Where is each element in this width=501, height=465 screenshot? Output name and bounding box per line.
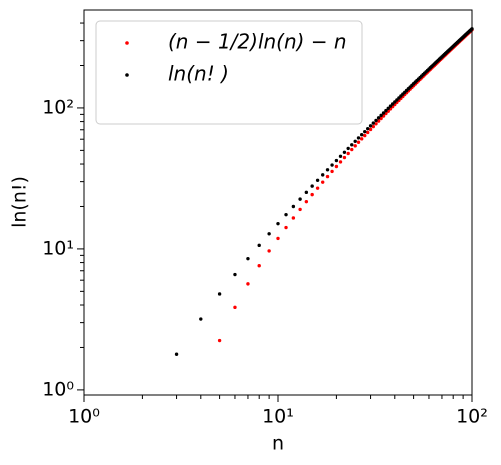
- point: [321, 180, 325, 184]
- point: [304, 190, 309, 195]
- point: [338, 154, 343, 159]
- point: [376, 116, 381, 120]
- point: [174, 352, 179, 356]
- legend-label: (n − 1/2)ln(n) − n: [168, 30, 347, 54]
- point: [310, 184, 314, 188]
- point: [390, 102, 395, 106]
- point: [368, 124, 373, 128]
- point: [371, 121, 376, 125]
- point: [359, 133, 364, 137]
- point: [353, 144, 357, 148]
- x-tick-label: 10²: [456, 406, 488, 428]
- point: [374, 122, 378, 126]
- point: [246, 256, 250, 261]
- point: [342, 150, 347, 154]
- legend-marker: [125, 73, 129, 77]
- point: [217, 338, 222, 343]
- point: [371, 124, 376, 129]
- x-tick-label: 10⁰: [68, 406, 100, 428]
- point: [366, 130, 370, 135]
- marks: [174, 27, 474, 356]
- point: [199, 317, 203, 321]
- point: [346, 146, 350, 151]
- point: [315, 178, 320, 182]
- point: [291, 216, 296, 220]
- point: [363, 129, 367, 134]
- point: [284, 225, 288, 230]
- y-tick-label: 10⁰: [42, 378, 74, 400]
- point: [276, 221, 280, 226]
- y-tick-label: 10¹: [42, 237, 74, 259]
- point: [386, 106, 390, 111]
- legend-box: [95, 20, 363, 125]
- point: [363, 133, 367, 138]
- point: [233, 305, 237, 310]
- point: [276, 236, 280, 241]
- point: [350, 147, 354, 152]
- point: [304, 199, 309, 204]
- point: [310, 192, 314, 197]
- point: [342, 155, 347, 160]
- point: [217, 292, 222, 296]
- point: [381, 111, 386, 115]
- point: [334, 164, 339, 169]
- point: [393, 100, 397, 104]
- point: [257, 243, 261, 248]
- point: [267, 249, 271, 253]
- point: [321, 173, 325, 177]
- point: [366, 126, 370, 131]
- point: [388, 104, 393, 108]
- point: [330, 169, 334, 174]
- point: [374, 118, 378, 123]
- point: [325, 168, 330, 172]
- point: [315, 186, 320, 190]
- point: [246, 282, 250, 286]
- point: [356, 140, 361, 144]
- legend-marker: [125, 41, 129, 45]
- point: [338, 160, 343, 164]
- point: [334, 158, 339, 163]
- point: [346, 151, 350, 156]
- point: [379, 113, 383, 118]
- point: [376, 119, 381, 123]
- point: [284, 212, 288, 217]
- point: [368, 127, 373, 132]
- point: [356, 136, 361, 140]
- legend: (n − 1/2)ln(n) − n ln(n! ): [95, 20, 363, 125]
- point: [330, 163, 334, 167]
- legend-label: ln(n! ): [168, 62, 229, 86]
- y-tick-label: 10²: [42, 96, 74, 118]
- point: [384, 108, 388, 113]
- x-axis-label: n: [272, 433, 284, 455]
- point: [350, 143, 354, 147]
- point: [233, 272, 237, 277]
- point: [298, 197, 302, 201]
- point: [298, 207, 302, 212]
- y-axis-label: ln(n!): [9, 176, 31, 228]
- point: [267, 232, 271, 236]
- point: [325, 174, 330, 179]
- point: [359, 137, 364, 141]
- point: [291, 204, 296, 209]
- point: [353, 139, 357, 143]
- point: [257, 264, 261, 268]
- x-tick-label: 10¹: [262, 406, 294, 428]
